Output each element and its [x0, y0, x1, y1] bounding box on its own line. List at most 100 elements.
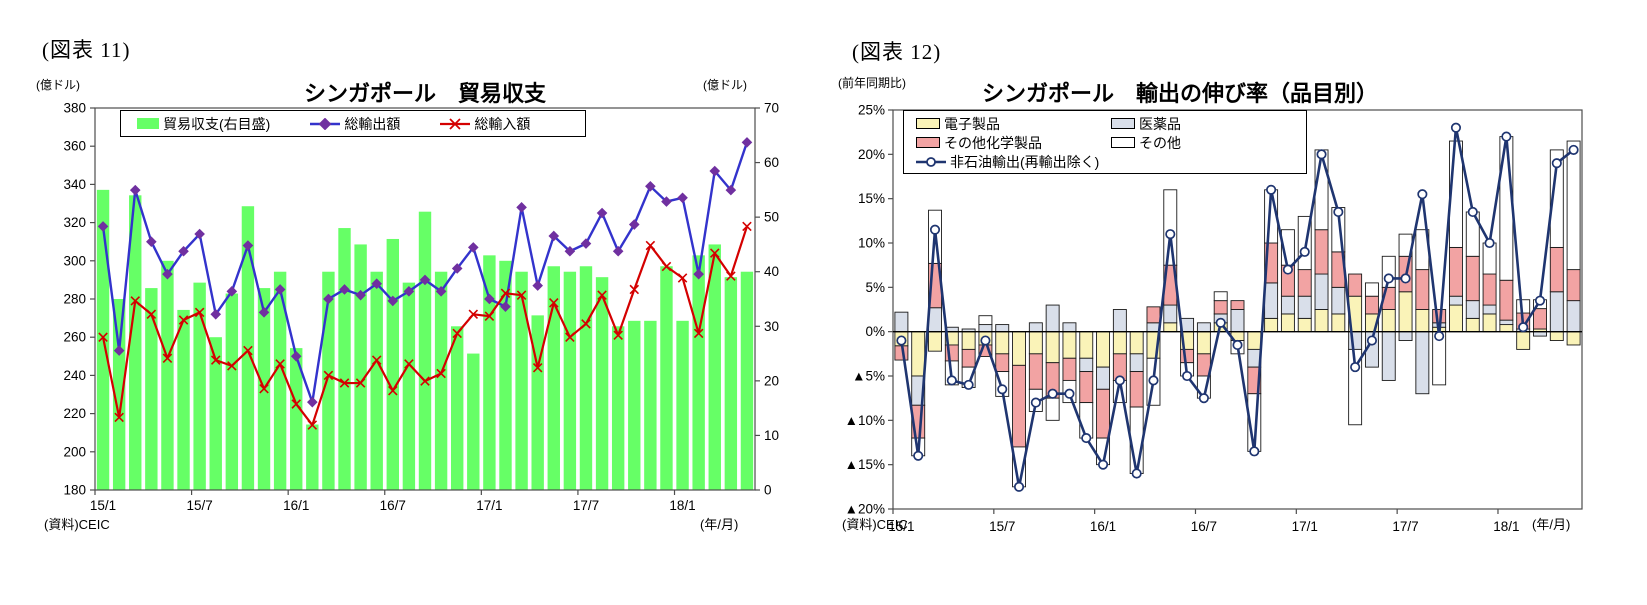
x-tick-label: 17/7 [573, 498, 599, 513]
y-tick-label: 20% [858, 147, 885, 162]
stacked-bar-segment [1314, 273, 1329, 310]
exports-marker-diamond [323, 293, 334, 305]
y-tick-label: 10% [858, 236, 885, 251]
legend-label-exports: 総輸出額 [344, 115, 401, 132]
trade-balance-bar [273, 271, 287, 490]
exports-marker-diamond [129, 184, 141, 196]
imports-marker-x [243, 345, 253, 356]
stacked-bar-segment [1549, 149, 1564, 248]
stacked-bar-segment [1028, 322, 1043, 333]
nodx-marker-circle [997, 384, 1008, 395]
stacked-bar-segment [1549, 331, 1564, 341]
stacked-bar-segment [1280, 295, 1295, 315]
stacked-bar-segment [1062, 322, 1077, 333]
stacked-bar-segment [1129, 353, 1144, 373]
stacked-bar-segment [1415, 269, 1430, 310]
exports-marker-diamond [258, 307, 270, 318]
stacked-bar-segment [1499, 319, 1514, 326]
stacked-bar-segment [978, 315, 993, 326]
stacked-bar-segment [1549, 246, 1564, 293]
stacked-bar-segment [1062, 331, 1077, 359]
figure1-source: (資料)CEIC [44, 517, 110, 532]
exports-marker-diamond [355, 289, 366, 301]
exports-marker-diamond [661, 196, 672, 207]
pharma-swatch-icon [1111, 118, 1135, 129]
nodx-marker-circle [1030, 397, 1041, 408]
nodx-marker-circle [1198, 393, 1209, 404]
exports-marker-diamond [516, 202, 527, 213]
legend-item-exports: 総輸出額 [310, 114, 400, 134]
exports-marker-diamond [403, 286, 415, 297]
nodx-marker-circle [1232, 339, 1243, 351]
legend-item-imports: 総輸入額 [440, 114, 530, 134]
y-right-tick-label: 50 [764, 210, 779, 225]
trade-balance-bar [724, 277, 738, 490]
legend-label-trade-balance: 貿易収支(右目盛) [163, 115, 271, 132]
figure1-right-axis-unit: (億ドル) [703, 78, 747, 92]
nodx-marker-circle [1013, 481, 1025, 492]
nodx-marker-circle [896, 335, 907, 346]
y-left-tick-label: 240 [63, 368, 86, 383]
stacked-bar-segment [1499, 279, 1514, 321]
nodx-marker-circle [1215, 317, 1226, 328]
trade-balance-bar [209, 337, 222, 490]
x-tick-label: 18/1 [1493, 519, 1519, 534]
stacked-bar-segment [1096, 331, 1111, 368]
stacked-bar-segment [1381, 331, 1396, 381]
x-tick-label: 16/1 [1090, 519, 1116, 534]
stacked-bar-segment [1449, 304, 1463, 333]
electronics-swatch-icon [916, 118, 940, 129]
trade-balance-bar [241, 206, 255, 490]
exports-marker-diamond [210, 308, 222, 320]
y-left-tick-label: 300 [63, 253, 86, 268]
legend-item-chemicals: その他化学製品 [916, 133, 1111, 153]
trade-balance-bar [161, 260, 174, 490]
imports-marker-x [355, 378, 366, 388]
stacked-bar-segment [1079, 371, 1094, 404]
exports-marker-diamond [677, 192, 688, 204]
figure2-y-axis-unit: (前年同期比) [838, 76, 906, 90]
x-tick-label: 16/7 [1191, 519, 1217, 534]
trade-balance-bar [676, 320, 689, 490]
exports-marker-diamond [371, 278, 383, 290]
y-left-tick-label: 200 [63, 444, 86, 459]
trade-balance-bar [467, 353, 480, 490]
exports-marker-diamond [741, 137, 753, 148]
imports-marker-x [275, 359, 285, 369]
stacked-bar-segment [995, 353, 1010, 373]
nodx-marker-circle [1568, 144, 1579, 155]
imports-marker-x [677, 273, 688, 283]
imports-marker-x [227, 361, 237, 371]
figure1-legend: 貿易収支(右目盛) 総輸出額 総輸入額 [120, 110, 586, 137]
figure2-title: シンガポール 輸出の伸び率（品目別） [981, 81, 1379, 106]
exports-marker-diamond [97, 221, 109, 232]
exports-marker-diamond [194, 228, 205, 240]
stacked-bar-segment [1096, 366, 1111, 390]
nodx-marker-circle [1098, 459, 1109, 470]
exports-marker-diamond [693, 268, 704, 280]
stacked-bar-segment [1045, 331, 1060, 364]
nodx-marker-circle [946, 375, 957, 386]
stacked-bar-segment [911, 331, 926, 377]
stacked-bar-segment [1213, 300, 1228, 315]
stacked-bar-segment [1566, 140, 1581, 271]
stacked-bar-segment [1129, 371, 1144, 408]
figure2-export-growth: (図表 12) シンガポール 輸出の伸び率（品目別） (前年同期比) 25% 20… [790, 0, 1647, 605]
nodx-marker-circle [1434, 331, 1445, 342]
imports-marker-x [452, 328, 462, 339]
imports-marker-x [532, 362, 543, 373]
nodx-marker-circle [929, 224, 941, 235]
trade-balance-bar [290, 348, 303, 490]
stacked-bar-segment [1297, 295, 1312, 319]
stacked-bar-segment [1364, 295, 1379, 315]
imports-marker-x [178, 315, 189, 325]
stacked-bar-segment [1331, 313, 1346, 333]
figure2-legend: 電子製品 医薬品 その他化学製品 その他 [903, 110, 1307, 174]
stacked-bar-segment [1314, 229, 1329, 275]
trade-balance-bar [418, 211, 432, 490]
nodx-marker-circle [980, 335, 991, 346]
imports-marker-x [516, 290, 527, 300]
imports-marker-x [339, 378, 350, 388]
nodx-marker-circle [1064, 388, 1075, 399]
